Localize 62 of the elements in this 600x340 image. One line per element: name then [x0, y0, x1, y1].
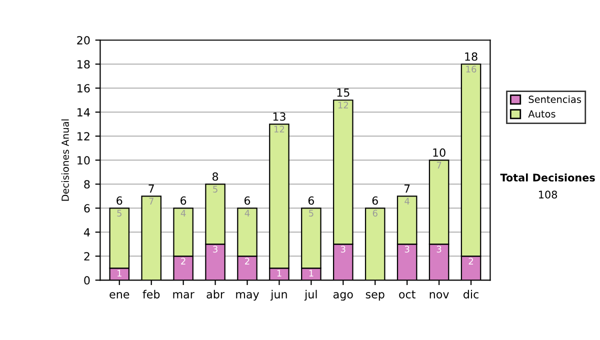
- total-label: 6: [180, 196, 186, 205]
- x-tick-label: ene: [110, 292, 130, 298]
- x-tick-label: sep: [366, 292, 384, 301]
- y-tick-label: 6: [84, 204, 90, 213]
- text: Total Decisiones: [500, 173, 595, 182]
- data-label: 2: [181, 258, 186, 264]
- total-label: 8: [212, 172, 218, 181]
- data-label: 3: [340, 246, 346, 253]
- total-label: 15: [337, 88, 350, 97]
- x-tick-label: nov: [430, 292, 449, 298]
- y-tick-label: 2: [84, 252, 90, 260]
- data-label: 4: [404, 198, 410, 204]
- data-label: 4: [244, 210, 250, 216]
- x-tick-label: feb: [142, 290, 160, 298]
- data-label: 2: [245, 258, 250, 264]
- x-tick-label: mar: [173, 292, 194, 298]
- x-tick-label: abr: [206, 290, 224, 298]
- y-tick-label: 14: [78, 108, 90, 116]
- data-label: 3: [436, 246, 442, 253]
- total-label: 13: [273, 112, 286, 121]
- y-tick-label: 12: [78, 132, 90, 140]
- data-label: 1: [309, 270, 314, 276]
- data-label: 4: [180, 210, 186, 216]
- y-tick-label: 10: [78, 156, 90, 165]
- total-label: 6: [308, 196, 314, 205]
- data-label: 5: [117, 210, 122, 217]
- data-label: 2: [468, 258, 473, 264]
- data-label: 3: [404, 246, 410, 253]
- data-label: 3: [213, 246, 218, 253]
- total-label: 6: [372, 196, 378, 205]
- y-tick-label: 18: [78, 60, 90, 69]
- y-tick-label: 8: [84, 180, 90, 189]
- data-label: 16: [466, 66, 476, 73]
- text: 108: [539, 190, 558, 199]
- y-tick-label: 16: [78, 84, 90, 93]
- data-label: 12: [274, 126, 284, 132]
- total-label: 6: [116, 196, 122, 205]
- y-tick-label: 4: [84, 228, 90, 236]
- data-label: 12: [338, 102, 348, 108]
- legend-label: Autos: [528, 110, 556, 118]
- data-label: 7: [149, 198, 154, 204]
- y-tick-label: 0: [84, 276, 90, 285]
- total-label: 10: [433, 148, 446, 157]
- x-tick-label: jul: [304, 290, 317, 301]
- x-tick-label: dic: [464, 290, 478, 298]
- x-tick-label: may: [236, 292, 260, 301]
- total-label: 18: [465, 52, 478, 61]
- data-label: 5: [213, 186, 218, 193]
- total-label: 6: [244, 196, 250, 205]
- y-axis-title: Decisiones Anual: [61, 119, 69, 201]
- x-tick-label: jun: [270, 290, 287, 301]
- data-label: 5: [309, 210, 314, 217]
- total-label: 7: [404, 184, 410, 193]
- data-label: 1: [118, 270, 122, 276]
- data-label: 7: [436, 162, 442, 168]
- x-tick-label: oct: [399, 290, 416, 298]
- data-label: 1: [277, 270, 282, 276]
- y-tick-label: 20: [77, 36, 90, 44]
- total-label: 7: [148, 184, 154, 193]
- x-tick-label: ago: [333, 292, 353, 301]
- data-label: 6: [372, 210, 378, 217]
- legend-label: Sentencias: [528, 95, 582, 104]
